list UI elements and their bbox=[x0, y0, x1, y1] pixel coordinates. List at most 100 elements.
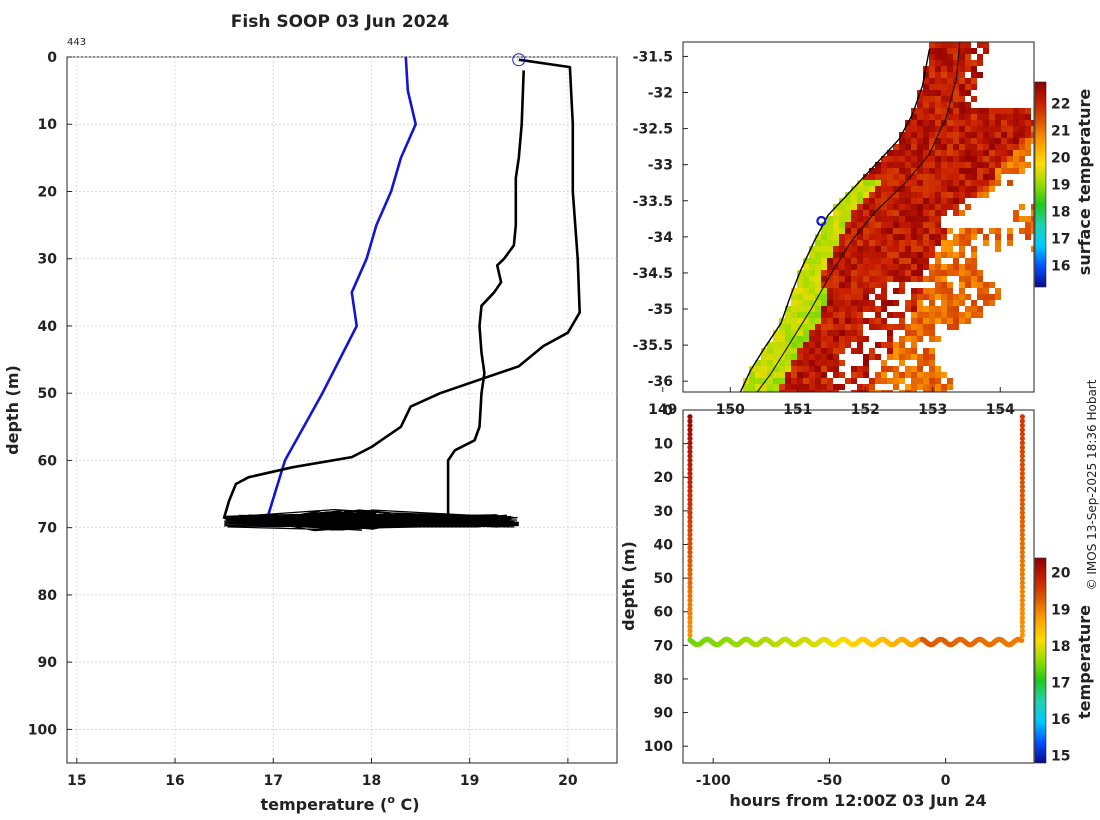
sst-pixel bbox=[899, 282, 905, 288]
sst-pixel bbox=[869, 270, 875, 276]
sst-pixel bbox=[827, 336, 833, 342]
sst-pixel bbox=[893, 216, 899, 222]
sst-pixel bbox=[947, 120, 953, 126]
sst-pixel bbox=[905, 390, 911, 392]
sst-pixel bbox=[935, 174, 941, 180]
sst-pixel bbox=[815, 288, 821, 294]
sst-pixel bbox=[977, 270, 983, 276]
sst-pixel bbox=[767, 348, 773, 354]
sst-pixel bbox=[827, 330, 833, 336]
sst-pixel bbox=[989, 168, 995, 174]
sst-pixel bbox=[821, 270, 827, 276]
sst-pixel bbox=[989, 174, 995, 180]
sst-pixel bbox=[929, 204, 935, 210]
sst-pixel bbox=[971, 120, 977, 126]
sst-pixel bbox=[929, 162, 935, 168]
sst-pixel bbox=[791, 288, 797, 294]
sst-pixel bbox=[833, 342, 839, 348]
sst-pixel bbox=[965, 234, 971, 240]
sst-pixel bbox=[827, 240, 833, 246]
sst-pixel bbox=[917, 252, 923, 258]
sst-pixel bbox=[905, 156, 911, 162]
sst-pixel bbox=[953, 126, 959, 132]
sst-pixel bbox=[959, 240, 965, 246]
sst-pixel bbox=[809, 282, 815, 288]
sst-pixel bbox=[977, 162, 983, 168]
sst-pixel bbox=[899, 246, 905, 252]
sst-pixel bbox=[929, 132, 935, 138]
sst-pixel bbox=[977, 114, 983, 120]
sst-pixel bbox=[947, 300, 953, 306]
sst-pixel bbox=[905, 222, 911, 228]
time-depth-point bbox=[687, 575, 693, 582]
time-depth-point bbox=[1019, 536, 1025, 542]
sst-pixel bbox=[863, 192, 869, 198]
sst-pixel bbox=[965, 66, 971, 72]
sst-pixel bbox=[833, 312, 839, 318]
sst-pixel bbox=[839, 324, 845, 330]
sst-pixel bbox=[965, 162, 971, 168]
sst-pixel bbox=[953, 90, 959, 96]
sst-pixel bbox=[839, 300, 845, 306]
sst-pixel bbox=[851, 318, 857, 324]
sst-pixel bbox=[935, 270, 941, 276]
sst-pixel bbox=[929, 318, 935, 324]
sst-pixel bbox=[923, 252, 929, 258]
sst-pixel bbox=[953, 48, 959, 54]
sst-pixel bbox=[911, 288, 917, 294]
sst-pixel bbox=[941, 156, 947, 162]
sst-pixel bbox=[755, 366, 761, 372]
temperature-colorbar-label: temperature bbox=[1075, 605, 1094, 719]
sst-pixel bbox=[773, 378, 779, 384]
sst-pixel bbox=[857, 288, 863, 294]
sst-pixel bbox=[863, 318, 869, 324]
sst-pixel bbox=[779, 336, 785, 342]
sst-pixel bbox=[989, 300, 995, 306]
sst-pixel bbox=[995, 114, 1001, 120]
sst-pixel bbox=[875, 342, 881, 348]
sst-pixel bbox=[893, 180, 899, 186]
sst-pixel bbox=[941, 312, 947, 318]
sst-pixel bbox=[917, 186, 923, 192]
sst-pixel bbox=[1019, 162, 1025, 168]
sst-pixel bbox=[923, 288, 929, 294]
time-depth-point bbox=[1019, 619, 1025, 625]
map-lat-tick-label: -35.5 bbox=[633, 338, 673, 354]
sst-pixel bbox=[833, 318, 839, 324]
sst-pixel bbox=[863, 210, 869, 216]
sst-pixel bbox=[953, 198, 959, 204]
sst-pixel bbox=[953, 132, 959, 138]
sst-pixel bbox=[941, 168, 947, 174]
sst-pixel bbox=[809, 276, 815, 282]
sst-pixel bbox=[1025, 126, 1031, 132]
sst-pixel bbox=[857, 384, 863, 390]
sst-pixel bbox=[1025, 144, 1031, 150]
time-depth-point bbox=[687, 501, 693, 507]
sst-pixel bbox=[833, 360, 839, 366]
temperature-colorbar bbox=[1034, 557, 1047, 764]
sst-pixel bbox=[875, 216, 881, 222]
sst-pixel bbox=[917, 222, 923, 228]
sst-pixel bbox=[983, 42, 989, 48]
sst-pixel bbox=[887, 390, 893, 392]
sst-pixel bbox=[899, 228, 905, 234]
sst-pixel bbox=[1031, 222, 1034, 228]
sst-pixel bbox=[767, 378, 773, 384]
sst-pixel bbox=[965, 168, 971, 174]
time-depth-point bbox=[1019, 584, 1025, 590]
sst-pixel bbox=[755, 384, 761, 390]
sst-pixel bbox=[911, 336, 917, 342]
sst-pixel bbox=[977, 156, 983, 162]
sst-pixel bbox=[923, 354, 929, 360]
sst-pixel bbox=[887, 156, 893, 162]
sst-pixel bbox=[917, 114, 923, 120]
sst-pixel bbox=[953, 144, 959, 150]
temperature-colorbar-tick-label: 16 bbox=[1051, 712, 1070, 728]
sst-pixel bbox=[953, 42, 959, 48]
sst-pixel bbox=[797, 318, 803, 324]
profile-y-tick-label: 80 bbox=[38, 588, 58, 604]
sst-pixel bbox=[797, 276, 803, 282]
sst-pixel bbox=[953, 72, 959, 78]
sst-pixel bbox=[827, 282, 833, 288]
map-lat-ticks: -31.5 -32 -32.5 -33 -33.5 -34 -34.5 -35 -35.5 -36 bbox=[633, 49, 688, 390]
